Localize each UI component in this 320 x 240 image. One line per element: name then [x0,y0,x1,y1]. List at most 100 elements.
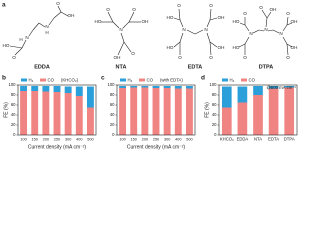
bar-segment [119,86,127,88]
legend-label: CO [48,77,55,82]
annotation: (with EDTA) [160,77,183,82]
atom-label: N [279,31,282,36]
bar-segment [268,86,279,89]
y-tick-label: 20 [11,122,16,127]
bond [57,5,62,13]
molecule-name: EDTA [188,64,203,70]
y-tick-label: 80 [110,92,115,97]
x-tick-label: 150 [32,138,38,142]
y-tick-label: 0 [112,132,115,137]
bond [28,29,34,37]
bar-segment [31,86,39,91]
y-tick-label: 40 [110,112,115,117]
atom-label: O [243,11,247,16]
x-tick-label: EDTA [268,137,279,142]
bar-segment [152,86,160,88]
legend-swatch [21,78,27,82]
x-tick-label: 300 [164,138,170,142]
bar-segment [221,86,232,108]
bar-segment [152,88,160,135]
atom-label: O [131,51,135,56]
atom-label: OH [270,7,277,12]
bar-segment [268,88,279,135]
atom-label: N [25,35,28,40]
bond [282,24,288,32]
bond [265,17,268,28]
bar-segment [163,86,171,88]
y-tick-label: 20 [212,122,217,127]
atom-label: H [19,37,22,42]
y-tick-label: 100 [108,82,116,87]
y-tick-label: 0 [13,132,16,137]
bond [267,29,274,32]
plot-frame [17,84,97,136]
x-tick-label: DTPA [284,137,295,142]
bond [272,29,280,34]
y-tick-label: 100 [210,82,218,87]
atom-label: O [178,55,182,60]
bond [179,32,184,43]
bond [32,22,40,31]
y-tick-label: 60 [110,102,115,107]
panel-label: b [2,75,6,82]
bar-segment [20,91,28,135]
molecule-name: EDDA [34,64,50,70]
bar-segment [31,91,39,135]
bar-segment [163,88,171,135]
y-axis-label: FE (%) [204,102,210,118]
atom-label: HO [233,45,240,50]
legend-label: CO [249,77,256,82]
bond [112,21,120,29]
bond [266,11,272,19]
plot-frame [116,84,196,136]
bond [173,41,181,48]
x-tick-label: 150 [131,138,137,142]
bond [194,29,204,35]
bond [186,29,196,35]
atom-label: O [56,1,60,6]
bar-segment [119,88,127,135]
y-axis-label: FE (%) [3,102,9,118]
x-tick-label: NTA [254,137,262,142]
legend-swatch [139,78,145,82]
legend-swatch [120,78,126,82]
plot-frame [218,84,298,136]
x-axis-label: Current density (mA cm⁻²) [127,144,186,150]
molecule-name: DTPA [259,64,274,70]
x-tick-label: 250 [153,138,159,142]
bond [9,45,23,49]
bond [117,41,125,56]
bond [173,17,181,21]
x-tick-label: 200 [142,138,148,142]
bond [282,36,288,45]
bar-segment [221,107,232,135]
x-tick-label: 500 [87,138,93,142]
bond [209,8,212,21]
x-tick-label: 100 [20,138,26,142]
x-tick-label: EDDA [237,137,249,142]
bond [206,32,211,43]
bond [120,32,125,43]
bond [14,47,23,56]
y-tick-label: 20 [110,122,115,127]
bar-segment [75,86,83,96]
bar-segment [53,86,61,92]
atom-label: OH [291,45,298,50]
bond [244,36,250,45]
molecule-name: NTA [116,64,127,70]
y-tick-label: 0 [214,132,217,137]
atom-label: O [132,7,136,12]
y-tick-label: 40 [212,112,217,117]
x-tick-label: KHCO₃ [220,137,234,142]
legend-label: H₂ [230,77,235,82]
x-axis-label: Current density (mA cm⁻²) [28,144,87,150]
x-tick-label: 250 [54,138,60,142]
bond [252,29,260,34]
bar-segment [174,88,182,135]
bar-segment [53,92,61,135]
bond [286,22,293,26]
x-tick-label: 500 [186,138,192,142]
y-tick-label: 100 [9,82,17,87]
atom-label: OH [68,13,75,18]
